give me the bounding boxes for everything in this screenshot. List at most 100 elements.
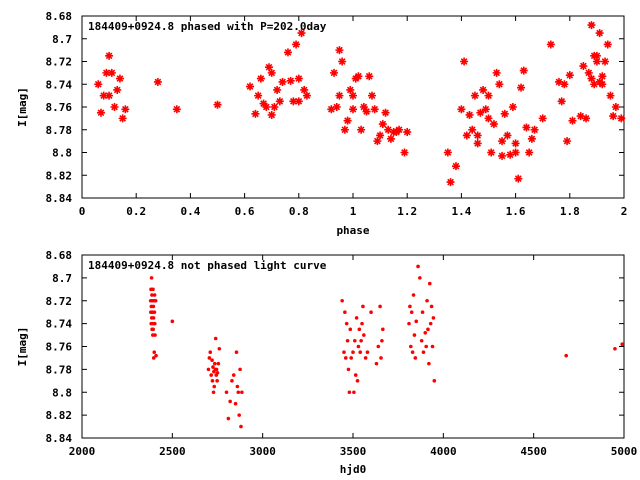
x-axis-label: phase (336, 224, 369, 237)
data-point (357, 125, 366, 134)
data-point (286, 76, 295, 85)
data-point (484, 91, 493, 100)
data-point (407, 321, 411, 326)
data-point (443, 148, 452, 157)
data-point (212, 384, 217, 389)
data-point (563, 137, 572, 146)
data-point (517, 83, 526, 92)
data-point (511, 148, 520, 157)
data-point (431, 316, 436, 320)
data-point (378, 304, 382, 309)
data-point (346, 85, 355, 94)
chart-title: 184409+0924.8 phased with P=202.0day (88, 20, 327, 33)
x-tick-label: 2 (621, 205, 628, 218)
data-point (519, 66, 528, 75)
data-point (340, 125, 349, 134)
data-point (348, 327, 353, 332)
data-point (381, 327, 385, 332)
x-tick-label: 1 (350, 205, 357, 218)
data-series (94, 21, 626, 187)
data-point (584, 68, 593, 77)
data-point (416, 264, 420, 269)
x-tick-label: 3000 (249, 445, 276, 458)
data-point (620, 342, 624, 347)
data-point (424, 344, 428, 349)
data-point (228, 399, 232, 404)
x-tick-label: 2000 (69, 445, 96, 458)
data-point (150, 293, 154, 297)
y-tick-label: 8.68 (46, 10, 73, 23)
data-point (564, 353, 568, 358)
y-tick-label: 8.8 (52, 147, 72, 160)
data-point (353, 373, 358, 377)
data-point (361, 304, 365, 309)
y-tick-label: 8.78 (46, 363, 73, 376)
y-axis-label: I[mag] (16, 327, 29, 367)
data-point (246, 82, 255, 91)
data-point (332, 103, 341, 111)
x-tick-label: 0.8 (289, 205, 309, 218)
data-point (151, 287, 155, 292)
data-point (508, 103, 517, 111)
data-point (587, 74, 596, 83)
data-point (410, 350, 415, 355)
data-point (362, 107, 371, 116)
data-point (172, 105, 181, 114)
data-point (362, 333, 366, 337)
data-point (379, 356, 383, 360)
data-point (568, 116, 577, 125)
data-point (425, 298, 429, 303)
y-tick-label: 8.8 (52, 386, 72, 399)
data-point (121, 105, 130, 114)
data-point (208, 350, 213, 355)
data-point (598, 80, 607, 89)
y-tick-label: 8.76 (46, 341, 73, 354)
data-point (149, 276, 154, 280)
data-point (275, 97, 284, 106)
data-series (148, 264, 624, 429)
data-point (354, 72, 363, 81)
data-point (359, 103, 368, 111)
data-point (473, 139, 482, 148)
data-point (432, 379, 437, 383)
data-point (273, 85, 282, 94)
data-point (262, 103, 271, 111)
data-point (367, 91, 376, 100)
data-point (152, 350, 157, 355)
data-point (210, 358, 214, 363)
data-point (530, 125, 539, 134)
data-point (582, 114, 591, 123)
y-tick-label: 8.82 (46, 409, 73, 422)
data-point (96, 108, 105, 117)
data-point (384, 125, 393, 134)
data-point (409, 310, 414, 314)
data-point (576, 112, 585, 121)
data-point (430, 344, 435, 349)
data-point (254, 91, 263, 100)
data-point (259, 99, 268, 108)
data-point (338, 57, 347, 66)
data-point (495, 80, 504, 89)
data-point (94, 80, 103, 89)
data-point (234, 350, 239, 355)
y-tick-label: 8.74 (46, 318, 73, 331)
data-point (481, 105, 490, 114)
data-point (489, 120, 498, 129)
data-point (343, 116, 352, 125)
data-point (381, 108, 390, 117)
data-point (347, 390, 352, 395)
data-point (264, 63, 273, 72)
data-point (492, 68, 501, 77)
data-point (457, 105, 466, 114)
data-point (152, 310, 157, 314)
data-point (236, 390, 241, 395)
data-point (538, 114, 547, 123)
data-point (412, 333, 417, 337)
data-point (451, 162, 460, 171)
data-point (151, 327, 155, 332)
data-point (153, 333, 157, 337)
data-point (426, 327, 430, 332)
data-point (592, 51, 601, 60)
data-point (283, 48, 292, 57)
data-point (349, 91, 357, 100)
